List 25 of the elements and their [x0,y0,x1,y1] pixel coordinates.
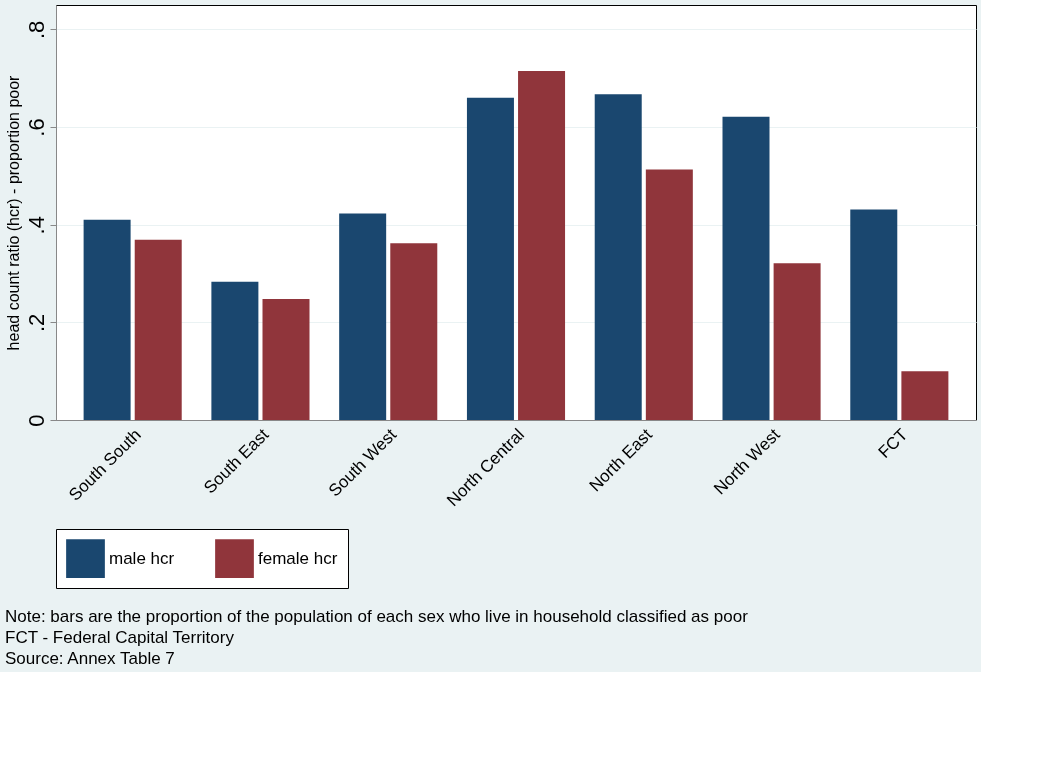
y-tick-label: .4 [23,216,49,235]
bar [594,94,642,420]
bar [262,298,310,420]
text: FCT - Federal Capital Territory [5,627,235,647]
y-tick-label: 0 [23,414,49,427]
bar [83,219,131,420]
text: Note: bars are the proportion of the population of each sex who live in household classified as poor [5,606,749,626]
y-tick-label: .8 [23,20,49,40]
legend-label: female hcr [258,548,338,568]
bar [850,209,898,420]
source-note: Source: Annex Table 7 [5,648,175,668]
bar [773,263,821,420]
bar [390,243,438,420]
legend-label: male hcr [109,548,175,568]
bar [211,281,259,420]
y-axis-title: head count ratio (hcr) - proportion poor [4,74,22,351]
bar [134,239,182,420]
bar [901,371,949,420]
bar [518,70,566,420]
bar [339,213,387,420]
y-tick-label: .6 [23,118,49,137]
y-tick-label: .2 [23,313,49,333]
bar [645,169,693,420]
bar [466,97,514,420]
bar [722,116,770,420]
